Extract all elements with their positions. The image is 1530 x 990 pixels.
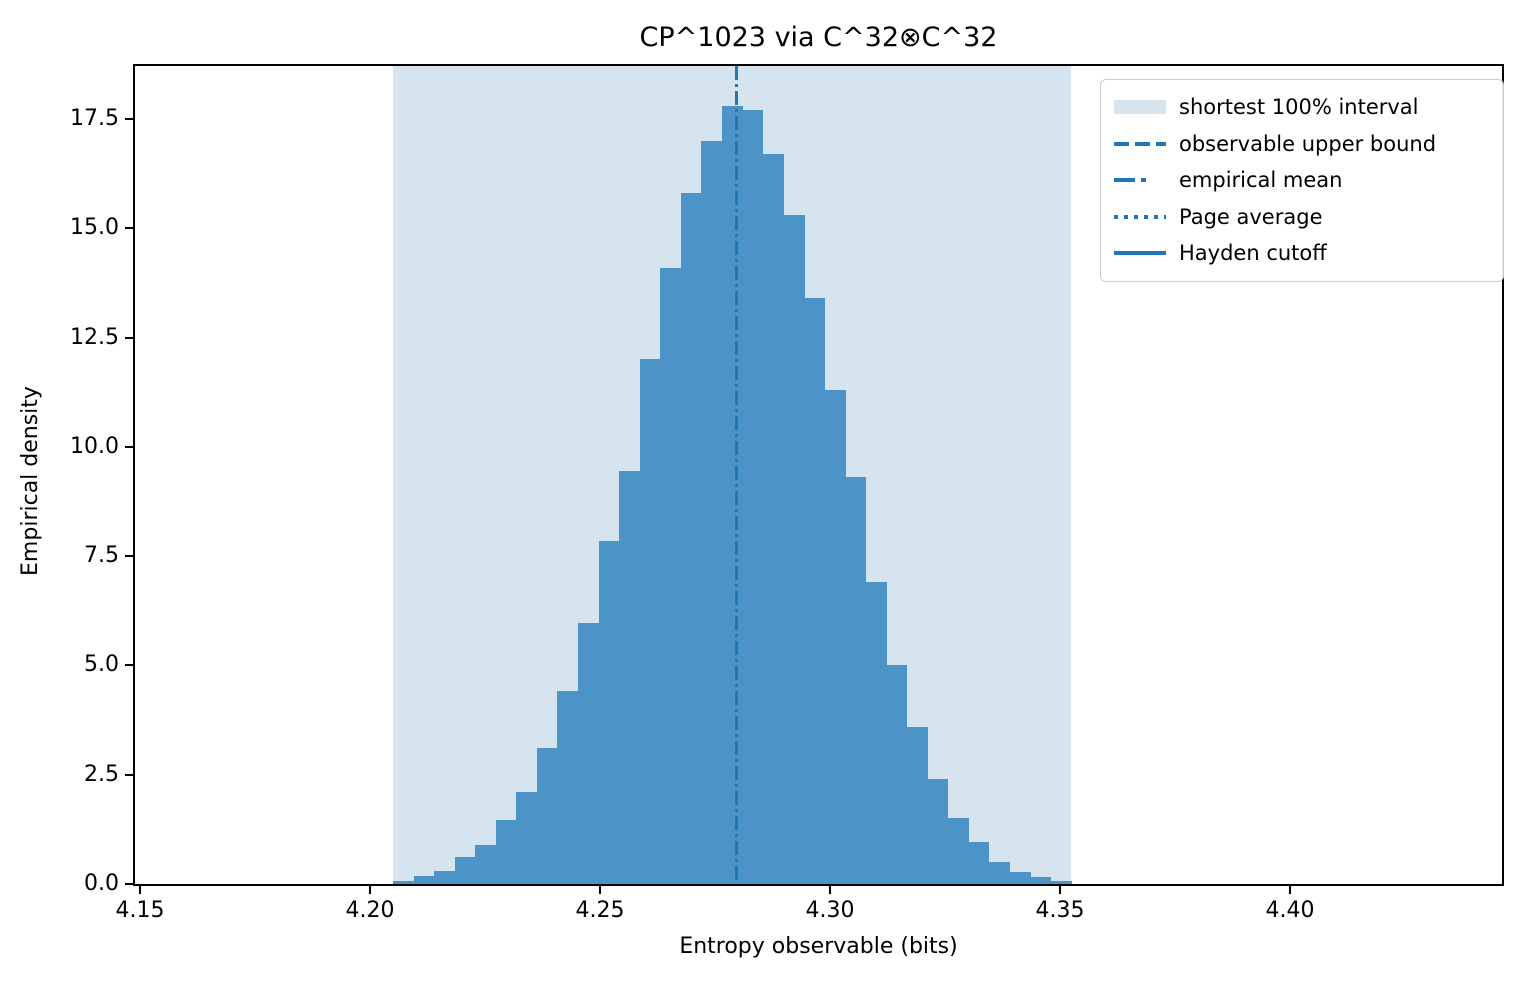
x-tick: [1288, 886, 1291, 894]
x-tick: [139, 886, 142, 894]
vline-empirical-mean: [734, 66, 738, 884]
y-tick: [125, 117, 133, 120]
histogram-bar: [783, 215, 805, 884]
x-tick-label: 4.40: [1265, 898, 1315, 923]
legend-item-label: Hayden cutoff: [1179, 241, 1327, 266]
y-tick-label: 5.0: [84, 652, 119, 678]
histogram-bar: [557, 690, 579, 884]
y-tick: [125, 227, 133, 230]
dashdot-line-icon: [1114, 170, 1166, 190]
legend-item-label: shortest 100% interval: [1179, 95, 1419, 120]
histogram-bar: [1009, 871, 1031, 884]
x-tick-label: 4.35: [1035, 898, 1085, 923]
x-tick-label: 4.30: [805, 898, 855, 923]
y-axis-label: Empirical density: [18, 386, 43, 576]
histogram-bar: [721, 105, 743, 884]
y-tick-label: 10.0: [70, 433, 119, 459]
histogram-bar: [1050, 881, 1072, 884]
y-tick-label: 7.5: [84, 543, 119, 569]
histogram-bar: [516, 792, 538, 884]
y-tick: [125, 336, 133, 339]
histogram-bar: [906, 726, 928, 884]
histogram-bar: [413, 876, 435, 884]
histogram-bar: [454, 856, 476, 884]
legend-item-label: empirical mean: [1179, 168, 1343, 193]
x-tick-label: 4.15: [115, 898, 165, 923]
legend: shortest 100% interval observable upper …: [1100, 79, 1504, 282]
histogram-bar: [803, 298, 826, 884]
legend-item-empirical-mean: empirical mean: [1114, 162, 1491, 199]
x-tick-label: 4.25: [575, 898, 625, 923]
y-tick: [125, 664, 133, 667]
legend-item-observable-upper-bound: observable upper bound: [1114, 126, 1491, 163]
histogram-bar: [762, 153, 784, 884]
legend-item-shortest-interval: shortest 100% interval: [1114, 89, 1491, 126]
y-tick: [125, 555, 133, 558]
histogram-bar: [475, 844, 497, 884]
x-tick: [369, 886, 372, 894]
solid-line-icon: [1114, 243, 1166, 263]
histogram-bar: [1029, 877, 1052, 884]
histogram-bar: [680, 193, 702, 884]
plot-canvas: [135, 66, 1502, 884]
legend-item-hayden-cutoff: Hayden cutoff: [1114, 235, 1491, 272]
histogram-bar: [886, 665, 908, 884]
y-tick: [125, 883, 133, 885]
interval-patch-icon: [1114, 97, 1166, 117]
plot-title: CP^1023 via C^32⊗C^32: [639, 22, 998, 53]
histogram-bar: [577, 623, 600, 884]
histogram-bar: [393, 880, 415, 884]
legend-item-page-average: Page average: [1114, 199, 1491, 236]
y-tick-label: 17.5: [70, 105, 119, 131]
histogram-bar: [845, 477, 867, 884]
dashed-line-icon: [1114, 134, 1166, 154]
x-tick: [828, 886, 831, 894]
histogram-bar: [968, 842, 990, 884]
histogram-bar: [619, 470, 641, 884]
y-tick-label: 2.5: [84, 761, 119, 787]
y-tick: [125, 445, 133, 448]
histogram-bar: [701, 140, 723, 884]
histogram-bar: [434, 870, 456, 884]
legend-item-label: Page average: [1179, 204, 1323, 229]
y-tick-label: 12.5: [70, 324, 119, 350]
histogram-bar: [598, 540, 620, 884]
y-tick-label: 0.0: [84, 871, 119, 896]
histogram-bar: [660, 267, 682, 884]
y-tick-label: 15.0: [70, 215, 119, 241]
histogram-bar: [824, 389, 846, 884]
x-tick: [599, 886, 602, 894]
y-tick: [125, 773, 133, 776]
x-tick: [1058, 886, 1061, 894]
histogram-bar: [865, 582, 887, 884]
x-tick-label: 4.20: [345, 898, 395, 923]
legend-item-label: observable upper bound: [1179, 131, 1437, 156]
histogram-bar: [639, 359, 661, 884]
x-axis-label: Entropy observable (bits): [679, 934, 958, 959]
histogram-bar: [536, 748, 558, 884]
histogram-bar: [988, 861, 1011, 884]
histogram-bar: [742, 110, 764, 884]
dotted-line-icon: [1114, 207, 1166, 227]
histogram-bar: [947, 818, 969, 884]
histogram-bar: [495, 820, 517, 884]
histogram-bar: [927, 779, 949, 884]
